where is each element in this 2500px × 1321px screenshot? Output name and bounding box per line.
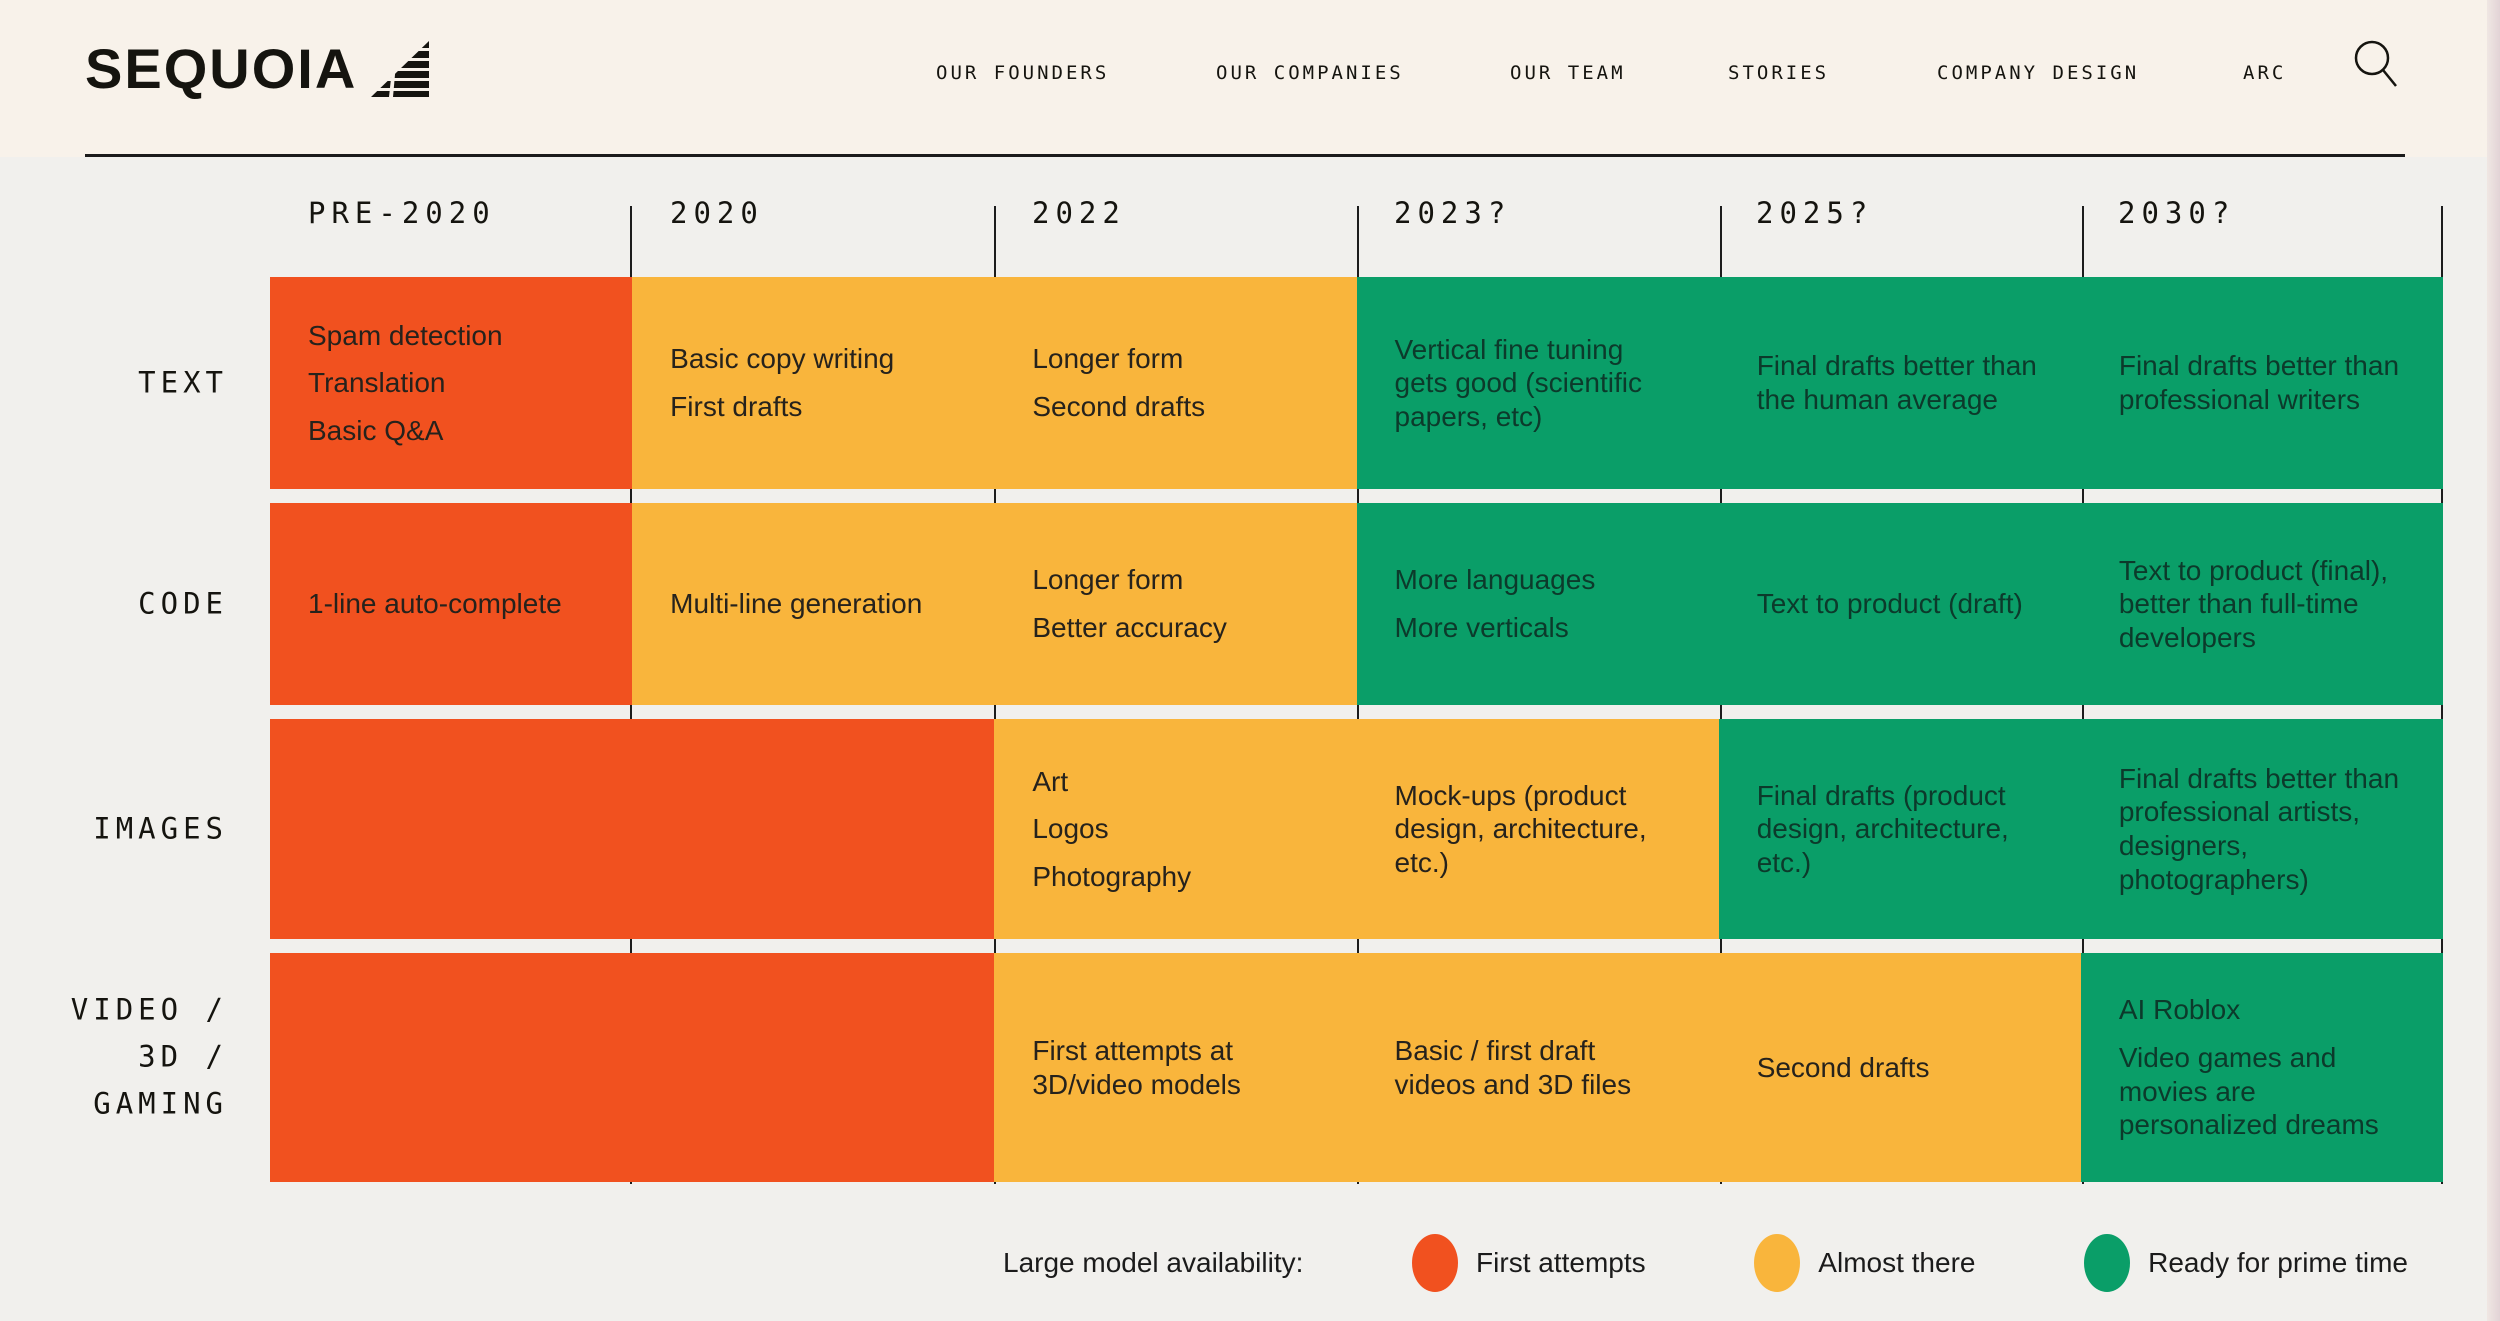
cell-text-2025: Final drafts better than the human avera…	[1718, 277, 2081, 489]
cell-images-2023: Mock-ups (product design, architecture, …	[1356, 719, 1719, 939]
cell-item: Photography	[1032, 860, 1192, 892]
cell-text-2023: Vertical fine tuning gets good (scientif…	[1356, 277, 1719, 489]
nav-item-our-founders[interactable]: OUR FOUNDERS	[936, 62, 1110, 84]
cell-video-3d-gaming-2022: First attempts at 3D/video models	[994, 953, 1357, 1182]
cell-item: More languages	[1394, 564, 1596, 596]
legend-dot-ready	[2084, 1234, 2131, 1292]
nav-item-arc[interactable]: ARC	[2243, 62, 2287, 84]
column-header-2022: 2022	[1032, 196, 1126, 230]
cell-item: Final drafts (product design, architectu…	[1756, 779, 2009, 878]
legend: Large model availability: First attempts…	[1003, 1232, 2408, 1294]
cell-text-2022: Longer form Second drafts	[994, 277, 1357, 489]
cell-item: 1-line auto-complete	[308, 588, 562, 620]
nav-item-company-design[interactable]: COMPANY DESIGN	[1937, 62, 2140, 84]
site-header: SEQUOIA OUR FOUNDERS OUR COMPANIES OUR TEA…	[0, 0, 2500, 157]
table-row-images: Art Logos Photography Mock-ups (product des…	[270, 719, 2444, 939]
legend-label: Ready for prime time	[2148, 1247, 2408, 1278]
cell-video-3d-gaming-pre-2020	[270, 953, 633, 1182]
row-label-video-3d-gaming: VIDEO /3D / GAMING	[70, 992, 228, 1121]
cell-item: Basic copy writing	[670, 343, 895, 375]
header-divider	[85, 154, 2405, 157]
cell-video-3d-gaming-2020	[632, 953, 995, 1182]
sequoia-logo-text: SEQUOIA	[85, 37, 358, 100]
cell-code-2022: Longer form Better accuracy	[994, 503, 1357, 705]
cell-code-2030: Text to product (final), better than ful…	[2080, 503, 2444, 705]
cell-text-pre-2020: Spam detection Translation Basic Q&A	[270, 277, 633, 489]
legend-item-first-attempts: First attempts	[1412, 1234, 1646, 1292]
legend-item-almost-there: Almost there	[1754, 1234, 1975, 1292]
legend-dot-almost-there	[1754, 1234, 1801, 1292]
cell-item: Basic Q&A	[308, 414, 444, 446]
cell-item: Second drafts	[1756, 1051, 1930, 1083]
table-row-text: Spam detection Translation Basic Q&A Basic …	[270, 277, 2444, 489]
cell-images-2022: Art Logos Photography	[994, 719, 1357, 939]
column-header-2025: 2025?	[1756, 196, 1874, 230]
cell-item: Text to product (final), better than ful…	[2118, 554, 2389, 653]
nav-item-stories[interactable]: STORIES	[1728, 62, 1830, 84]
cell-item: Basic / first draft videos and 3D files	[1394, 1034, 1632, 1100]
cell-item: Final drafts better than the human avera…	[1756, 350, 2037, 415]
cell-item: More verticals	[1394, 612, 1569, 643]
cell-text-2020: Basic copy writing First drafts	[632, 277, 995, 489]
cell-images-2025: Final drafts (product design, architectu…	[1718, 719, 2081, 939]
cell-code-2020: Multi-line generation	[632, 503, 995, 705]
cell-code-2025: Text to product (draft)	[1718, 503, 2081, 705]
cell-video-3d-gaming-2023: Basic / first draft videos and 3D files	[1356, 953, 1719, 1182]
cell-code-2023: More languages More verticals	[1356, 503, 1719, 705]
nav-item-our-team[interactable]: OUR TEAM	[1510, 62, 1626, 84]
cell-item: Second drafts	[1032, 391, 1206, 422]
cell-item: Mock-ups (product design, architecture, …	[1394, 779, 1647, 878]
cell-item: Video games and movies are personalized …	[2118, 1041, 2379, 1141]
cell-images-pre-2020	[270, 719, 633, 939]
sequoia-logo[interactable]: SEQUOIA	[85, 36, 430, 101]
row-label-code: CODE	[138, 586, 228, 621]
column-header-2030: 2030?	[2118, 196, 2236, 230]
legend-title: Large model availability:	[1003, 1247, 1304, 1278]
cell-text-2030: Final drafts better than professional wr…	[2080, 277, 2444, 489]
cell-item: First attempts at 3D/video models	[1032, 1034, 1241, 1100]
timeline-column-headers: PRE-2020 2020 2022 2023? 2025? 2030?	[270, 196, 2442, 230]
cell-item: Better accuracy	[1032, 612, 1227, 643]
legend-dot-first-attempts	[1412, 1234, 1459, 1292]
legend-item-ready-for-prime-time: Ready for prime time	[2084, 1234, 2408, 1292]
sequoia-leaf-icon	[371, 40, 430, 97]
legend-label: Almost there	[1818, 1247, 1976, 1278]
cell-item: Longer form	[1032, 343, 1184, 375]
cell-item: Translation	[308, 367, 446, 399]
cell-item: Spam detection	[308, 319, 503, 351]
cell-item: Vertical fine tuning gets good (scientif…	[1394, 333, 1642, 432]
cell-item: AI Roblox	[2118, 994, 2241, 1026]
row-label-text: TEXT	[138, 365, 228, 400]
legend-label: First attempts	[1476, 1247, 1646, 1278]
cell-item: Text to product (draft)	[1756, 588, 2023, 620]
table-row-video-3d-gaming: First attempts at 3D/video models Basic /…	[270, 953, 2444, 1182]
nav-item-our-companies[interactable]: OUR COMPANIES	[1216, 62, 1404, 84]
cell-item: First drafts	[670, 391, 803, 422]
cell-code-pre-2020: 1-line auto-complete	[270, 503, 633, 705]
cell-item: Longer form	[1032, 564, 1184, 596]
scrollbar-track[interactable]	[2487, 0, 2500, 1321]
row-label-images: IMAGES	[93, 811, 228, 846]
column-header-2023: 2023?	[1394, 196, 1512, 230]
column-header-2020: 2020	[670, 196, 764, 230]
cell-item: Art	[1032, 765, 1069, 797]
cell-images-2020	[632, 719, 995, 939]
cell-images-2030: Final drafts better than professional ar…	[2080, 719, 2444, 939]
cell-item: Final drafts better than professional wr…	[2118, 350, 2400, 415]
column-header-pre-2020: PRE-2020	[308, 196, 496, 230]
cell-item: Logos	[1032, 813, 1109, 845]
cell-item: Final drafts better than professional ar…	[2118, 762, 2400, 895]
search-button[interactable]	[2348, 36, 2404, 98]
search-icon	[2354, 40, 2397, 87]
cell-video-3d-gaming-2030: AI Roblox Video games and movies are pers…	[2080, 953, 2444, 1182]
table-row-code: 1-line auto-complete Multi-line generatio…	[270, 503, 2444, 705]
cell-video-3d-gaming-2025: Second drafts	[1718, 953, 2081, 1182]
cell-item: Multi-line generation	[670, 588, 923, 620]
